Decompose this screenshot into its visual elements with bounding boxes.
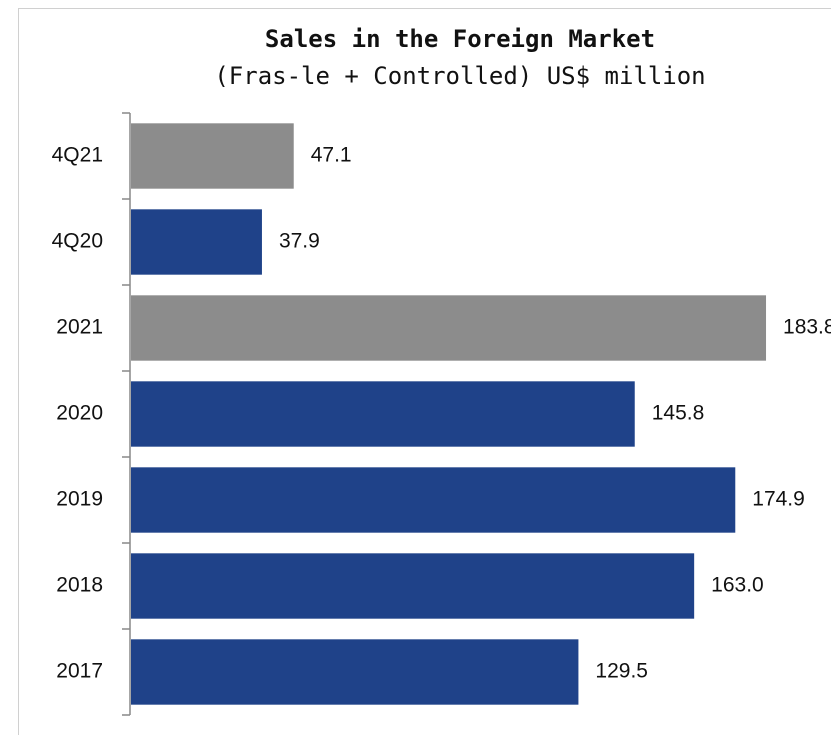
category-label: 2018 [56,574,103,597]
bar [131,467,736,533]
value-label: 145.8 [652,402,705,425]
category-label: 4Q21 [52,144,103,167]
bar [131,209,262,275]
category-label: 2017 [56,660,103,683]
bar [131,123,294,189]
category-label: 4Q20 [52,230,103,253]
chart-subtitle: (Fras-le + Controlled) US$ million [214,62,705,90]
category-label: 2019 [56,488,103,511]
value-label: 174.9 [752,488,805,511]
value-label: 47.1 [311,144,352,167]
chart-frame [18,8,831,735]
value-label: 163.0 [711,574,764,597]
bar [131,553,695,619]
value-label: 37.9 [279,230,320,253]
value-label: 129.5 [595,660,648,683]
category-label: 2020 [56,402,103,425]
category-label: 2021 [56,316,103,339]
chart-title: Sales in the Foreign Market [265,25,655,53]
value-label: 183.8 [783,316,831,339]
bar [131,639,579,705]
bar [131,295,767,361]
bar [131,381,635,447]
